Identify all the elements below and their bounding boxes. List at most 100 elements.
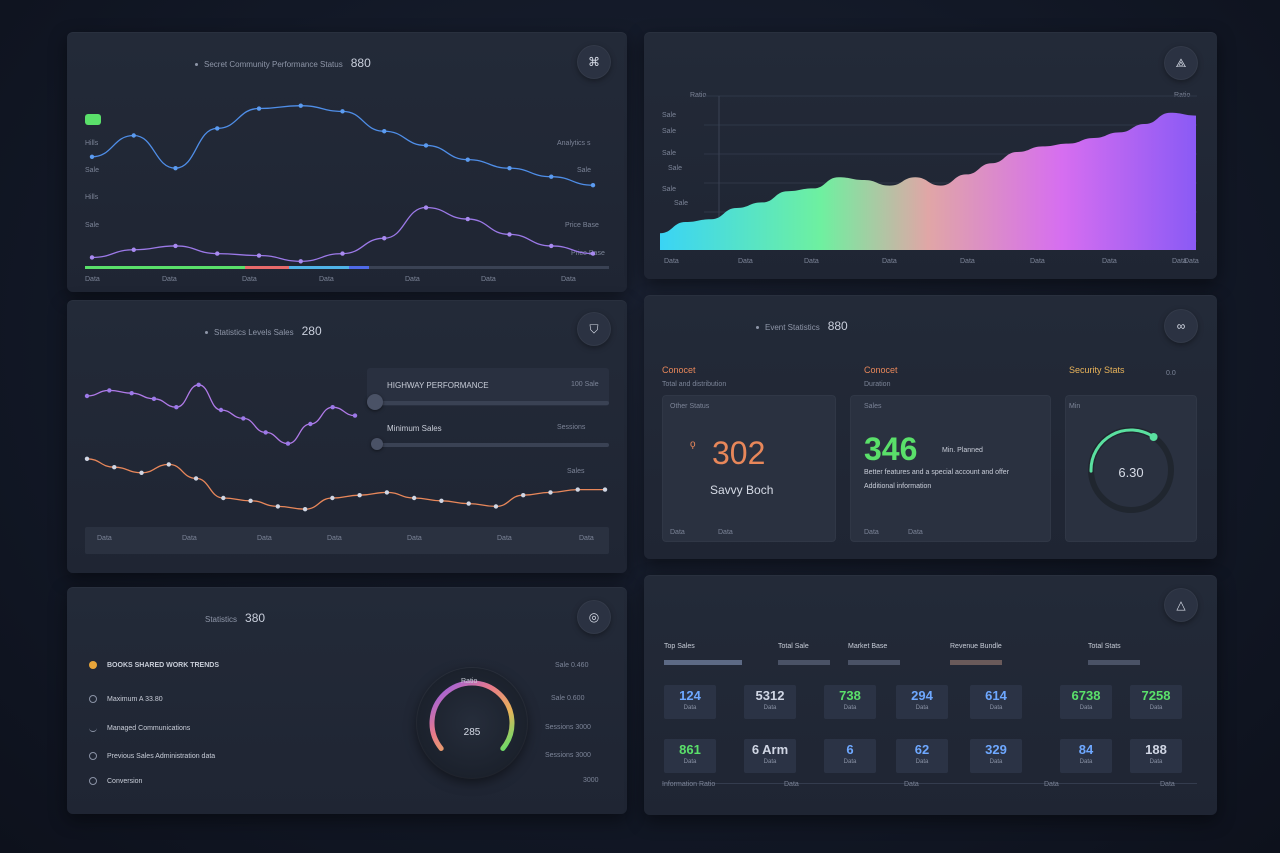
- blue-series-point[interactable]: [131, 133, 136, 138]
- slider-1-knob[interactable]: [367, 394, 383, 410]
- stat-tile[interactable]: 188 Data: [1130, 739, 1182, 773]
- orange-series-point[interactable]: [384, 490, 390, 495]
- blue-series-point[interactable]: [423, 143, 429, 148]
- stat-tile[interactable]: 6 Arm Data: [744, 739, 796, 773]
- orange-series-point[interactable]: [221, 495, 226, 501]
- blue-series-point[interactable]: [590, 183, 596, 188]
- purple-series-point[interactable]: [285, 441, 291, 446]
- stat-tile[interactable]: 861 Data: [664, 739, 716, 773]
- purple-series-point[interactable]: [107, 388, 112, 393]
- stat-tile[interactable]: 5312 Data: [744, 685, 796, 719]
- orange-series-point[interactable]: [139, 470, 144, 475]
- purple-series-point[interactable]: [173, 243, 178, 249]
- orange-series-point[interactable]: [575, 487, 580, 492]
- orange-series-point[interactable]: [84, 456, 90, 461]
- purple-series-point[interactable]: [131, 247, 136, 252]
- target-icon[interactable]: ◎: [577, 600, 611, 634]
- blue-series-point[interactable]: [465, 157, 470, 162]
- blue-series-point[interactable]: [549, 174, 554, 179]
- orange-series-point[interactable]: [493, 504, 499, 509]
- purple-series-point[interactable]: [151, 396, 157, 401]
- blue-series-point[interactable]: [89, 154, 95, 159]
- orange-series-point[interactable]: [521, 493, 526, 498]
- area-fill[interactable]: [660, 112, 1196, 250]
- blue-series-point[interactable]: [382, 129, 387, 134]
- purple-series-point[interactable]: [549, 243, 554, 249]
- list-item[interactable]: BOOKS SHARED WORK TRENDS: [89, 661, 219, 669]
- slider-2-knob[interactable]: [371, 438, 383, 450]
- stat-card-2[interactable]: Sales 346 Min. Planned Better features a…: [850, 395, 1051, 542]
- triangle-icon[interactable]: △: [1164, 588, 1198, 622]
- blue-series-point[interactable]: [173, 165, 178, 171]
- blue-series-point[interactable]: [215, 126, 220, 131]
- stats-tab[interactable]: Revenue Bundle: [950, 643, 1002, 650]
- stat-tile[interactable]: 329 Data: [970, 739, 1022, 773]
- stat-tile[interactable]: 614 Data: [970, 685, 1022, 719]
- stats-tab[interactable]: Market Base: [848, 643, 888, 650]
- purple-series-point[interactable]: [465, 216, 470, 222]
- blue-series-point[interactable]: [507, 165, 512, 171]
- purple-series-point[interactable]: [423, 205, 429, 210]
- stat-card-3[interactable]: Min 6.30: [1065, 395, 1197, 542]
- list-item[interactable]: Managed Communications: [89, 724, 190, 732]
- list-item[interactable]: Conversion: [89, 777, 142, 785]
- purple-series-point[interactable]: [507, 232, 512, 237]
- purple-series-point[interactable]: [218, 407, 224, 413]
- list-item[interactable]: Previous Sales Administration data: [89, 752, 215, 760]
- purple-series-point[interactable]: [215, 251, 220, 256]
- orange-series-point[interactable]: [112, 465, 117, 470]
- orange-series-point[interactable]: [466, 501, 471, 506]
- purple-series-point[interactable]: [84, 393, 90, 399]
- orange-series-point[interactable]: [193, 476, 199, 481]
- list-item[interactable]: Maximum A 33.80: [89, 695, 163, 703]
- purple-series-point[interactable]: [330, 405, 335, 410]
- purple-series-point[interactable]: [241, 416, 246, 421]
- purple-series-point[interactable]: [340, 251, 345, 256]
- purple-series-point[interactable]: [263, 430, 268, 435]
- blue-series-point[interactable]: [256, 106, 262, 111]
- purple-series-point[interactable]: [196, 382, 201, 387]
- orange-series-point[interactable]: [439, 498, 444, 503]
- slider-1-track[interactable]: [375, 401, 609, 405]
- orange-series-point[interactable]: [302, 507, 308, 512]
- shield-icon[interactable]: ⛉: [577, 312, 611, 346]
- orange-series-point[interactable]: [548, 490, 553, 495]
- stat-tile[interactable]: 7258 Data: [1130, 685, 1182, 719]
- orange-series-point[interactable]: [602, 487, 608, 492]
- purple-series-point[interactable]: [298, 259, 303, 264]
- stat-tile[interactable]: 6738 Data: [1060, 685, 1112, 719]
- purple-series-point[interactable]: [382, 236, 387, 241]
- purple-series-point[interactable]: [174, 405, 179, 410]
- purple-series-point[interactable]: [256, 253, 262, 258]
- orange-series-point[interactable]: [166, 462, 171, 467]
- blue-series-point[interactable]: [298, 103, 303, 108]
- purple-series-point[interactable]: [89, 255, 95, 260]
- blue-series-point[interactable]: [340, 109, 345, 114]
- graph-icon[interactable]: ⌘: [577, 45, 611, 79]
- purple-series-point[interactable]: [352, 413, 358, 418]
- stat-tile[interactable]: 84 Data: [1060, 739, 1112, 773]
- stat-tile[interactable]: 124 Data: [664, 685, 716, 719]
- orange-series-point[interactable]: [275, 504, 281, 509]
- purple-series-point[interactable]: [308, 421, 313, 427]
- orange-series-point[interactable]: [411, 495, 417, 501]
- stat-tile[interactable]: 6 Data: [824, 739, 876, 773]
- stats-tab[interactable]: Top Sales: [664, 643, 695, 650]
- slider-2-track[interactable]: [375, 443, 609, 447]
- purple-series-point[interactable]: [129, 391, 134, 396]
- legend-segment: [85, 266, 245, 269]
- orange-series-point[interactable]: [330, 495, 335, 501]
- stat-tile[interactable]: 62 Data: [896, 739, 948, 773]
- purple-series-point[interactable]: [590, 251, 596, 256]
- orange-series-point[interactable]: [357, 493, 362, 498]
- card-2-unit: Min. Planned: [942, 447, 983, 454]
- orange-series-point[interactable]: [248, 498, 253, 503]
- stat-card-1[interactable]: Other Status ϙ 302 Savvy Boch Data Data: [662, 395, 836, 542]
- stats-tab[interactable]: Total Stats: [1088, 643, 1121, 650]
- share-icon[interactable]: ⟁: [1164, 46, 1198, 80]
- gauge-knob[interactable]: [1149, 432, 1158, 441]
- infinity-icon[interactable]: ∞: [1164, 309, 1198, 343]
- stat-tile[interactable]: 294 Data: [896, 685, 948, 719]
- stats-tab[interactable]: Total Sale: [778, 643, 809, 650]
- stat-tile[interactable]: 738 Data: [824, 685, 876, 719]
